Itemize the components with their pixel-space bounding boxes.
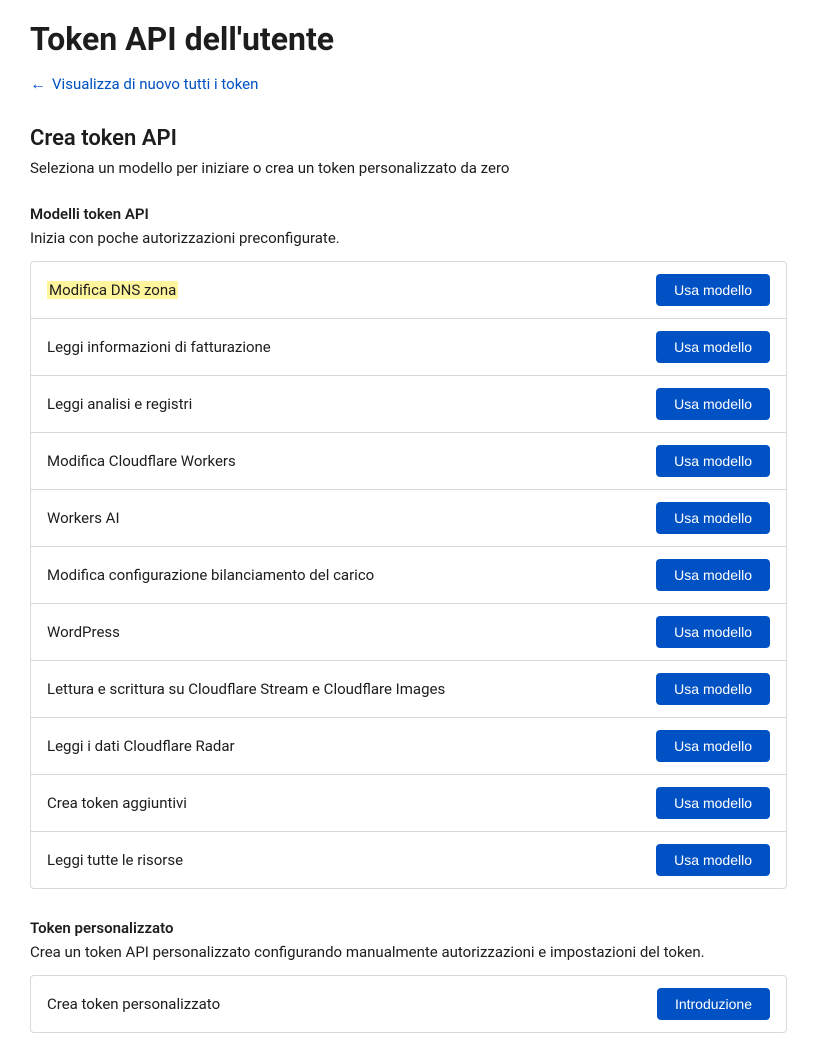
template-label: Workers AI <box>47 509 120 527</box>
use-template-button[interactable]: Usa modello <box>656 616 770 648</box>
page-title: Token API dell'utente <box>30 20 787 58</box>
use-template-button[interactable]: Usa modello <box>656 502 770 534</box>
custom-section-description: Crea un token API personalizzato configu… <box>30 943 787 961</box>
template-row: Leggi tutte le risorse Usa modello <box>31 832 786 888</box>
template-row: Modifica DNS zona Usa modello <box>31 262 786 319</box>
create-section-description: Seleziona un modello per iniziare o crea… <box>30 159 787 177</box>
use-template-button[interactable]: Usa modello <box>656 388 770 420</box>
template-label: Leggi tutte le risorse <box>47 851 183 869</box>
template-label: Modifica DNS zona <box>47 281 178 299</box>
templates-section-description: Inizia con poche autorizzazioni preconfi… <box>30 229 787 247</box>
use-template-button[interactable]: Usa modello <box>656 730 770 762</box>
custom-token-label: Crea token personalizzato <box>47 995 220 1013</box>
template-label: Modifica configurazione bilanciamento de… <box>47 566 374 584</box>
use-template-button[interactable]: Usa modello <box>656 559 770 591</box>
template-label: WordPress <box>47 623 120 641</box>
back-link-label: Visualizza di nuovo tutti i token <box>52 75 258 93</box>
custom-token-row: Crea token personalizzato Introduzione <box>30 975 787 1033</box>
back-link[interactable]: ← Visualizza di nuovo tutti i token <box>30 74 258 94</box>
template-row: WordPress Usa modello <box>31 604 786 661</box>
use-template-button[interactable]: Usa modello <box>656 445 770 477</box>
create-section-title: Crea token API <box>30 126 787 151</box>
template-row: Modifica configurazione bilanciamento de… <box>31 547 786 604</box>
use-template-button[interactable]: Usa modello <box>656 274 770 306</box>
template-row: Leggi i dati Cloudflare Radar Usa modello <box>31 718 786 775</box>
template-list: Modifica DNS zonaUsa modelloLeggi inform… <box>30 261 787 889</box>
templates-section-title: Modelli token API <box>30 205 787 223</box>
use-template-button[interactable]: Usa modello <box>656 844 770 876</box>
template-row: Leggi analisi e registri Usa modello <box>31 376 786 433</box>
arrow-left-icon: ← <box>30 74 46 94</box>
template-label: Lettura e scrittura su Cloudflare Stream… <box>47 680 445 698</box>
template-row: Workers AI Usa modello <box>31 490 786 547</box>
use-template-button[interactable]: Usa modello <box>656 331 770 363</box>
template-label: Modifica Cloudflare Workers <box>47 452 236 470</box>
use-template-button[interactable]: Usa modello <box>656 673 770 705</box>
template-row: Leggi informazioni di fatturazione Usa mo… <box>31 319 786 376</box>
template-label: Leggi i dati Cloudflare Radar <box>47 737 235 755</box>
template-row: Modifica Cloudflare Workers Usa modello <box>31 433 786 490</box>
template-row: Lettura e scrittura su Cloudflare Stream… <box>31 661 786 718</box>
custom-section-title: Token personalizzato <box>30 919 787 937</box>
template-label: Crea token aggiuntivi <box>47 794 187 812</box>
custom-token-button[interactable]: Introduzione <box>657 988 770 1020</box>
template-label: Leggi analisi e registri <box>47 395 192 413</box>
use-template-button[interactable]: Usa modello <box>656 787 770 819</box>
template-label: Leggi informazioni di fatturazione <box>47 338 271 356</box>
template-row: Crea token aggiuntivi Usa modello <box>31 775 786 832</box>
